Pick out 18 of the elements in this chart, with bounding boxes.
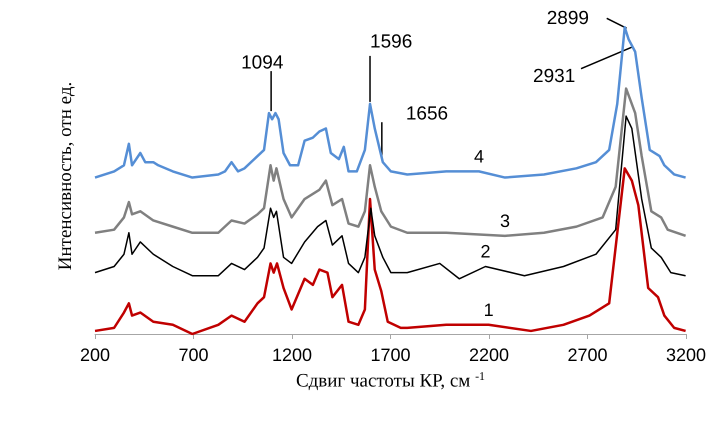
x-tick-label: 1200	[272, 345, 312, 365]
annotation: 1596	[370, 31, 412, 52]
annotation: 2899	[546, 8, 589, 29]
series-label: 1	[484, 300, 494, 320]
annotation: 2931	[533, 66, 576, 88]
x-tick-label: 2200	[468, 345, 510, 365]
x-axis-title: Сдвиг частоты КР, см -1	[296, 369, 486, 392]
series-label: 4	[474, 146, 484, 166]
annotation: 1656	[406, 104, 448, 125]
y-axis-title: Интенсивность, отн ед.	[55, 82, 76, 270]
x-tick-label: 3200	[666, 345, 706, 365]
series-label: 3	[500, 210, 510, 231]
x-tick-label: 200	[80, 345, 110, 365]
x-tick-label: 1700	[370, 345, 411, 365]
series-label: 2	[480, 242, 490, 262]
annotation: 1094	[241, 52, 284, 74]
x-tick-label: 2700	[567, 345, 608, 365]
x-tick-label: 700	[178, 345, 209, 365]
